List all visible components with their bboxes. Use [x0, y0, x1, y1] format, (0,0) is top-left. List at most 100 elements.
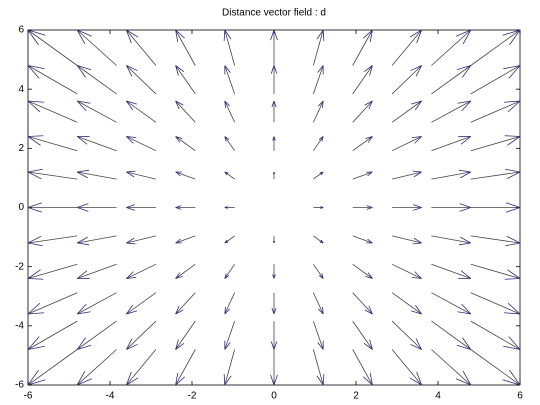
arrow-head — [27, 29, 39, 46]
arrow — [391, 263, 422, 279]
arrow — [76, 320, 117, 350]
arrow-head — [364, 100, 373, 106]
arrow-head — [460, 270, 472, 279]
x-tick-label: 4 — [435, 391, 441, 402]
arrow-head — [320, 239, 324, 244]
arrow — [352, 100, 373, 123]
arrow-head — [366, 205, 373, 208]
arrow-shaft — [352, 29, 373, 66]
arrow-head — [126, 310, 137, 315]
arrow-head — [414, 100, 422, 111]
arrow — [27, 235, 78, 247]
arrow-head — [456, 344, 471, 350]
arrow — [272, 171, 276, 180]
arrow — [352, 235, 373, 244]
arrow — [271, 100, 277, 123]
arrow-head — [224, 275, 230, 279]
arrow-head — [363, 376, 373, 386]
arrow — [352, 320, 373, 350]
arrow-shaft — [391, 171, 422, 180]
arrow — [126, 320, 157, 350]
arrow-head — [175, 171, 181, 177]
arrow-shaft — [313, 235, 324, 244]
arrow-shaft — [470, 235, 521, 244]
arrow-head — [505, 202, 521, 208]
arrow — [391, 349, 422, 386]
arrow-head — [175, 29, 179, 43]
arrow — [391, 292, 422, 315]
arrow-head — [224, 171, 228, 176]
arrow — [126, 292, 157, 315]
arrow — [431, 29, 472, 66]
arrow-shaft — [77, 292, 117, 315]
arrow-head — [27, 345, 45, 350]
arrow — [470, 100, 521, 123]
arrow-shaft — [352, 235, 373, 244]
arrow-shaft — [470, 100, 521, 123]
arrow-shaft — [27, 320, 78, 350]
arrow — [175, 29, 196, 66]
arrow-head — [459, 203, 471, 208]
arrow-head — [458, 242, 471, 246]
arrow-shaft — [224, 320, 236, 350]
arrow-shaft — [175, 263, 196, 279]
arrow-shaft — [391, 320, 422, 350]
x-tick-label: -4 — [106, 391, 115, 402]
arrow — [126, 29, 157, 66]
arrow-head — [126, 171, 135, 178]
arrow-head — [27, 171, 42, 180]
arrow-shaft — [431, 349, 472, 386]
arrow-head — [126, 29, 139, 38]
arrow-head — [412, 170, 422, 173]
arrow-head — [414, 271, 422, 279]
arrow-shaft — [431, 235, 471, 244]
arrow-head — [77, 100, 91, 104]
arrow-shaft — [313, 136, 324, 151]
arrow-shaft — [175, 320, 196, 350]
arrow-shaft — [312, 29, 324, 66]
arrow — [175, 100, 196, 123]
arrow-shaft — [352, 349, 373, 386]
arrow-shaft — [77, 171, 117, 180]
arrow-head — [456, 65, 471, 71]
arrow-head — [412, 242, 422, 245]
arrow-head — [271, 307, 275, 315]
arrow-shaft — [352, 263, 373, 279]
arrow-shaft — [27, 136, 78, 152]
x-tick-label: 2 — [353, 391, 359, 402]
arrow-shaft — [175, 171, 196, 180]
arrow-shaft — [126, 100, 157, 123]
arrow-head — [319, 171, 324, 174]
y-tick-label: 0 — [18, 202, 24, 213]
arrow-shaft — [431, 263, 471, 279]
arrow-head — [126, 100, 134, 111]
x-tick-label: 0 — [271, 391, 277, 402]
arrow-head — [364, 309, 373, 315]
arrow — [224, 320, 236, 350]
arrow — [223, 349, 236, 386]
arrow-shaft — [224, 264, 235, 279]
arrow-shaft — [391, 65, 422, 95]
y-tick-label: 2 — [18, 143, 24, 154]
arrow-head — [462, 370, 472, 386]
arrow-shaft — [431, 136, 471, 152]
arrow — [272, 235, 276, 244]
arrow-head — [461, 303, 472, 315]
arrow-head — [415, 65, 422, 77]
arrow-head — [126, 170, 136, 173]
arrow-shaft — [224, 29, 236, 66]
arrow-shaft — [224, 235, 235, 244]
arrow — [391, 170, 422, 180]
arrow-head — [273, 100, 277, 108]
arrow-shaft — [224, 136, 235, 151]
arrow — [175, 263, 196, 279]
arrow-head — [367, 171, 373, 177]
arrow-head — [224, 136, 230, 140]
x-tick-label: 6 — [517, 391, 523, 402]
arrow-head — [27, 136, 41, 146]
arrow-shaft — [431, 100, 471, 123]
arrow-shaft — [175, 65, 196, 95]
arrow-head — [317, 342, 324, 350]
arrow — [224, 264, 235, 279]
arrow-shaft — [224, 292, 236, 315]
